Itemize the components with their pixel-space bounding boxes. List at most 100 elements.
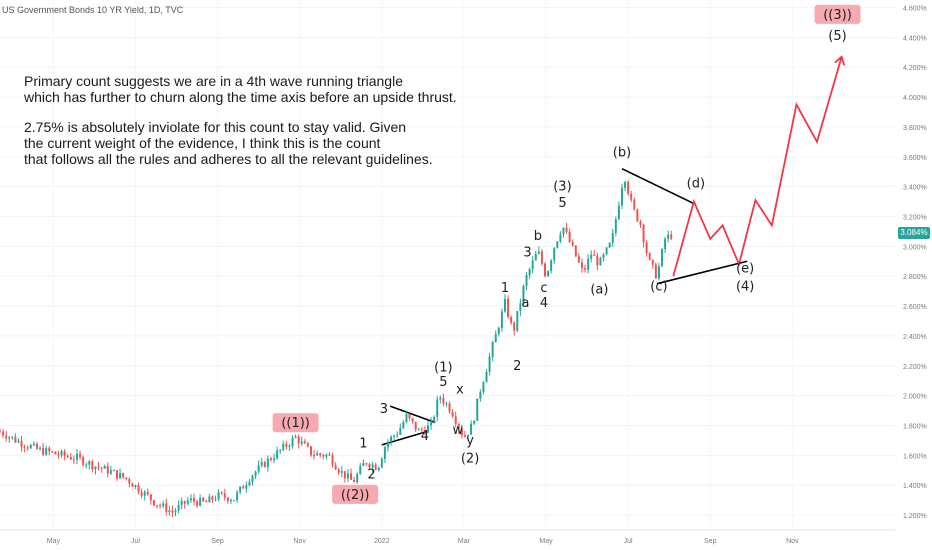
wave-label: (2) [461,451,479,466]
candle-body [328,454,331,456]
trendline [656,260,748,285]
candle-body [488,356,491,372]
candle-body [436,399,439,417]
trendline-group [381,167,748,446]
wave-label: x [456,383,464,398]
wave-label: ((2)) [341,488,370,503]
candle-body [260,461,263,466]
candle-body [75,453,78,460]
candle-body [211,496,214,500]
x-tick-label: Mar [458,538,471,545]
wave-label: 4 [421,429,429,444]
candle-body [88,461,91,465]
candle-body [177,505,180,511]
x-tick-label: Jul [131,538,140,545]
wave-label: 2 [367,468,375,483]
y-tick-label: 2.200% [903,364,927,371]
candle-body [439,397,442,400]
candle-body [32,443,35,446]
candle-body [334,465,337,470]
candle-body [82,457,85,465]
candle-body [236,492,239,501]
y-tick-label: 4.200% [903,65,927,72]
candle-body [448,403,451,412]
candle-body [476,398,479,421]
x-tick-label: Nov [293,538,306,545]
candle-body [571,241,574,246]
candle-body [72,459,75,461]
candle-body [661,249,664,267]
candle-body [353,479,356,483]
candle-body [288,446,291,448]
candle-body [0,431,1,433]
candle-body [29,445,32,449]
candle-body [263,461,266,467]
wave-label: 1 [359,436,367,451]
candle-body [205,501,208,503]
candle-body [507,298,510,318]
candle-body [654,264,657,279]
candle-body [242,486,245,489]
candle-body [257,465,260,472]
candle-body [460,428,463,436]
y-tick-label: 4.600% [903,5,927,12]
y-axis: 1.200% 1.400% 1.600% 1.800% 2.000% 2.200% 2.40… [903,5,927,520]
wave-label: (1) [434,360,452,375]
candle-body [69,456,72,460]
candle-body [266,458,269,467]
x-tick-label: Sep [704,538,717,545]
candle-body [119,473,122,479]
candle-body [309,446,312,456]
candle-body [356,474,359,483]
candle-body [199,497,202,506]
candle-body [226,497,229,502]
candle-body [587,258,590,270]
candle-body [350,473,353,480]
candle-body [337,469,340,473]
candle-body [473,420,476,424]
wave-label: ((1)) [281,416,310,431]
candle-body [463,435,466,437]
candle-body [399,428,402,435]
candle-body [303,441,306,444]
candle-body [125,477,128,479]
candle-body [285,443,288,447]
candle-body [639,221,642,225]
projection-path [672,56,843,277]
candle-body [491,342,494,357]
wave-label: 3 [523,245,531,260]
candle-body [614,219,617,234]
candle-body [383,447,386,459]
candle-body [544,263,547,277]
candle-body [426,425,429,433]
candle-body [550,260,553,272]
candle-body [503,298,506,312]
candle-body [522,285,525,304]
x-tick-label: May [539,538,553,545]
candle-body [457,423,460,429]
y-tick-label: 1.800% [903,423,927,430]
candle-body [485,371,488,383]
candle-body [325,454,328,457]
candle-body [624,181,627,188]
y-tick-label: 2.000% [903,394,927,401]
candle-body [45,448,48,455]
candle-body [20,440,23,447]
trendline [389,405,436,424]
candle-body [196,501,199,506]
x-tick-label: May [47,538,61,545]
y-tick-label: 1.200% [903,513,927,520]
candle-body [386,441,389,448]
candle-body [316,453,319,456]
candle-body [590,254,593,259]
candle-body [248,481,251,486]
y-tick-label: 3.800% [903,125,927,132]
candle-body [322,454,325,457]
candle-body [519,303,522,311]
candle-body [648,253,651,260]
candle-body [627,181,630,194]
candle-body [405,414,408,423]
candle-body [306,443,309,447]
